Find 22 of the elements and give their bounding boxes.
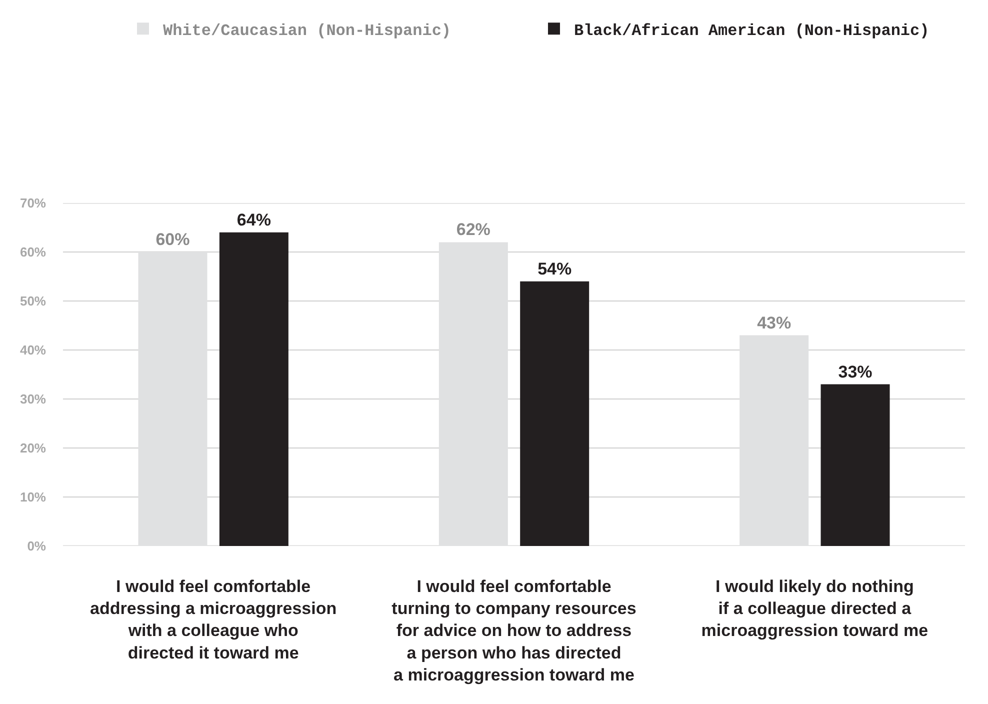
data-label: 54% — [538, 259, 572, 278]
x-tick-label: I would feel comfortable turning to company resources for advice on how to address a person who has directed a microaggression toward me — [392, 577, 636, 684]
y-tick-label: 10% — [20, 490, 46, 505]
legend-label: White/Caucasian (Non-Hispanic) — [162, 22, 452, 40]
y-tick-label: 20% — [20, 440, 46, 456]
x-tick-label: I would likely do nothing if a colleague directed a microaggression toward me — [701, 577, 928, 640]
bar — [219, 232, 288, 546]
y-tick-label: 0% — [27, 538, 46, 554]
legend-label: Black/African American (Non-Hispanic) — [574, 22, 930, 40]
y-tick-label: 50% — [20, 294, 46, 309]
bar — [520, 281, 590, 546]
data-label: 33% — [838, 362, 872, 382]
data-label: 64% — [236, 210, 271, 230]
y-tick-label: 40% — [20, 342, 46, 358]
data-label: 43% — [757, 313, 792, 332]
y-tick-label: 70% — [20, 196, 46, 211]
data-label: 60% — [156, 230, 190, 249]
y-tick-label: 30% — [20, 392, 46, 407]
data-label: 62% — [456, 220, 490, 240]
y-tick-label: 60% — [20, 244, 46, 260]
bar — [820, 384, 890, 546]
x-tick-label: I would feel comfortable addressing a microaggression with a colleague who directed it toward me — [90, 577, 337, 662]
